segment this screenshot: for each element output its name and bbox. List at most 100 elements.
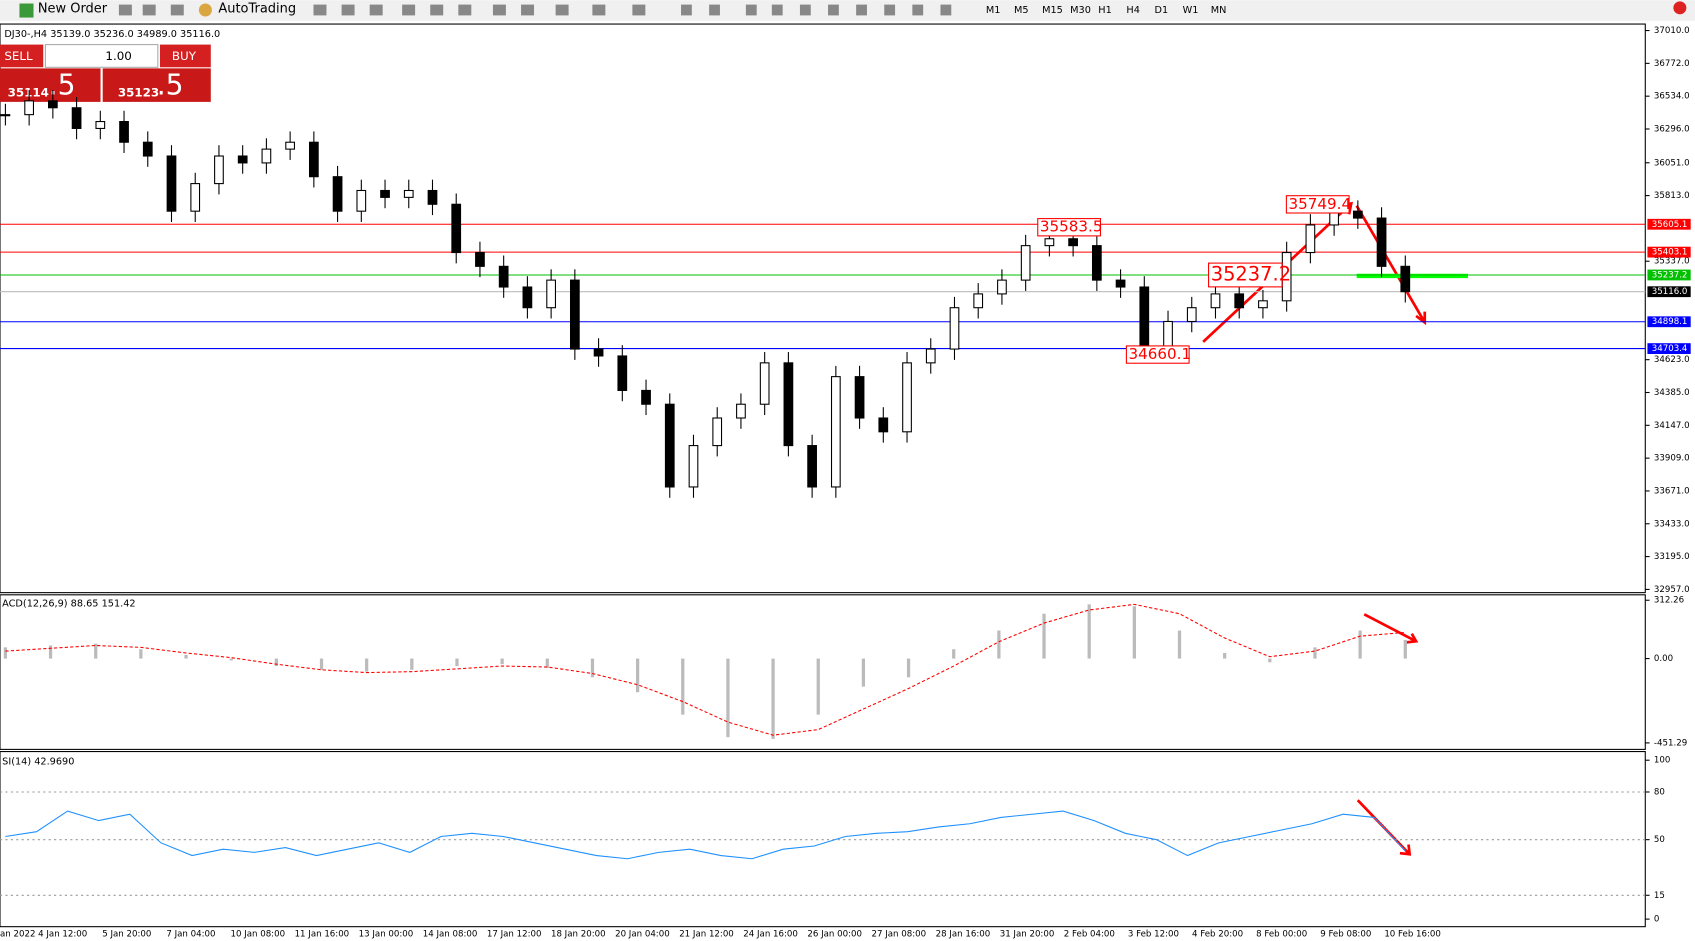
level-label: 34703.4 bbox=[1652, 344, 1688, 354]
timeframe[interactable]: W1 bbox=[1183, 5, 1199, 16]
candle bbox=[712, 417, 723, 447]
new-order-icon[interactable] bbox=[19, 3, 34, 18]
x-tick-label: 24 Jan 16:00 bbox=[743, 930, 798, 940]
candle bbox=[1258, 300, 1268, 309]
x-tick-label: 7 Jan 04:00 bbox=[166, 930, 215, 940]
autotrading-icon[interactable] bbox=[198, 3, 212, 17]
candle bbox=[1044, 238, 1055, 247]
annotation-box bbox=[1285, 195, 1350, 214]
y-tick-label: 0.00 bbox=[1654, 654, 1673, 664]
y-tick-label: 32957.0 bbox=[1654, 585, 1690, 595]
sell-button[interactable] bbox=[0, 44, 44, 68]
level-label: 35116.0 bbox=[1652, 287, 1688, 297]
candle bbox=[759, 362, 770, 405]
lots-input[interactable] bbox=[44, 44, 159, 68]
y-tick-label: 34147.0 bbox=[1654, 421, 1690, 431]
annotation-box bbox=[1208, 262, 1283, 288]
candle bbox=[830, 376, 841, 488]
candle bbox=[1210, 293, 1221, 309]
x-tick-label: 26 Jan 00:00 bbox=[807, 930, 862, 940]
x-tick-label: 4 Jan 12:00 bbox=[38, 930, 87, 940]
level-tag bbox=[1647, 286, 1691, 298]
level-tag bbox=[1647, 218, 1691, 230]
timeframe[interactable]: M30 bbox=[1070, 5, 1091, 16]
candle bbox=[308, 141, 319, 178]
candle bbox=[403, 189, 414, 198]
timeframe[interactable]: MN bbox=[1211, 5, 1227, 16]
lots[interactable]: 1.00 bbox=[105, 49, 131, 63]
candle bbox=[166, 155, 177, 212]
level-tag bbox=[1647, 343, 1691, 355]
y-tick-label: 100 bbox=[1654, 756, 1670, 766]
candle bbox=[1091, 245, 1102, 281]
notification[interactable] bbox=[1673, 1, 1687, 15]
candle bbox=[1068, 238, 1078, 247]
candle bbox=[356, 189, 367, 212]
sell-label[interactable]: SELL bbox=[4, 49, 33, 63]
new-order[interactable]: New Order bbox=[38, 1, 108, 16]
timeframe[interactable]: M1 bbox=[986, 5, 1001, 16]
y-tick-label: 33433.0 bbox=[1654, 519, 1690, 529]
x-tick-label: 14 Jan 08:00 bbox=[423, 930, 478, 940]
x-tick-label: 31 Jan 20:00 bbox=[1000, 930, 1055, 940]
candle bbox=[1186, 307, 1197, 323]
x-tick-label: 2 Feb 04:00 bbox=[1064, 930, 1115, 940]
candle bbox=[854, 376, 865, 419]
y-tick-label: 36296.0 bbox=[1654, 124, 1690, 134]
candle bbox=[807, 445, 817, 488]
level-label: 35403.1 bbox=[1652, 248, 1688, 258]
candle bbox=[380, 189, 390, 198]
x-tick-label: 9 Feb 08:00 bbox=[1320, 930, 1371, 940]
y-tick-label: 33909.0 bbox=[1654, 454, 1690, 464]
level-label: 35237.2 bbox=[1652, 270, 1688, 280]
candle bbox=[593, 348, 604, 357]
timeframe[interactable]: D1 bbox=[1155, 5, 1169, 16]
candle bbox=[285, 141, 295, 150]
candle bbox=[617, 355, 628, 391]
annotation-box bbox=[1125, 345, 1190, 364]
buy-price-box[interactable] bbox=[102, 68, 211, 102]
timeframe[interactable]: M15 bbox=[1042, 5, 1063, 16]
y-tick-label: 36534.0 bbox=[1654, 92, 1690, 102]
annotation: 35583.5 bbox=[1040, 218, 1103, 236]
y-tick-label: 34623.0 bbox=[1654, 355, 1690, 365]
level-tag bbox=[1647, 316, 1691, 328]
autotrading[interactable]: AutoTrading bbox=[218, 1, 296, 16]
timeframe[interactable]: H1 bbox=[1098, 5, 1112, 16]
buy-digits[interactable]: .5 bbox=[157, 69, 184, 102]
annotation: 35237.2 bbox=[1211, 262, 1291, 285]
buy-price[interactable]: 35123 bbox=[118, 86, 159, 100]
candle bbox=[498, 265, 509, 288]
y-tick-label: 35337.0 bbox=[1654, 257, 1690, 267]
y-tick-label: 35813.0 bbox=[1654, 191, 1690, 201]
y-tick-label: 36051.0 bbox=[1654, 158, 1690, 168]
annotation: 35749.4 bbox=[1289, 195, 1352, 213]
timeframe[interactable]: M5 bbox=[1014, 5, 1029, 16]
candle bbox=[1305, 224, 1316, 254]
x-tick-label: 8 Feb 00:00 bbox=[1256, 930, 1307, 940]
candle bbox=[0, 114, 11, 117]
annotation: 34660.1 bbox=[1129, 345, 1192, 363]
indicator-label: SI(14) 42.9690 bbox=[2, 756, 74, 767]
y-tick-label: 37010.0 bbox=[1654, 26, 1690, 36]
timeframe[interactable]: H4 bbox=[1126, 5, 1140, 16]
symbol-info: DJ30-,H4 35139.0 35236.0 34989.0 35116.0 bbox=[4, 29, 220, 40]
buy-button[interactable] bbox=[159, 44, 211, 68]
y-tick-label: 50 bbox=[1654, 835, 1665, 845]
x-tick-label: 13 Jan 00:00 bbox=[359, 930, 414, 940]
candle bbox=[95, 121, 106, 129]
candle bbox=[878, 417, 889, 433]
y-tick-label: 36772.0 bbox=[1654, 59, 1690, 69]
buy-label[interactable]: BUY bbox=[172, 49, 197, 63]
sell-price-box[interactable] bbox=[0, 68, 101, 102]
candle bbox=[973, 293, 984, 309]
x-tick-label: 21 Jan 12:00 bbox=[679, 930, 734, 940]
level-label: 35605.1 bbox=[1652, 220, 1688, 230]
y-tick-label: 312.26 bbox=[1654, 596, 1684, 606]
sell-price[interactable]: 35114 bbox=[8, 86, 49, 100]
candle bbox=[783, 362, 794, 447]
macd-signal bbox=[5, 603, 1406, 736]
x-tick-label: 10 Jan 08:00 bbox=[230, 930, 285, 940]
x-tick-label: 17 Jan 12:00 bbox=[487, 930, 542, 940]
